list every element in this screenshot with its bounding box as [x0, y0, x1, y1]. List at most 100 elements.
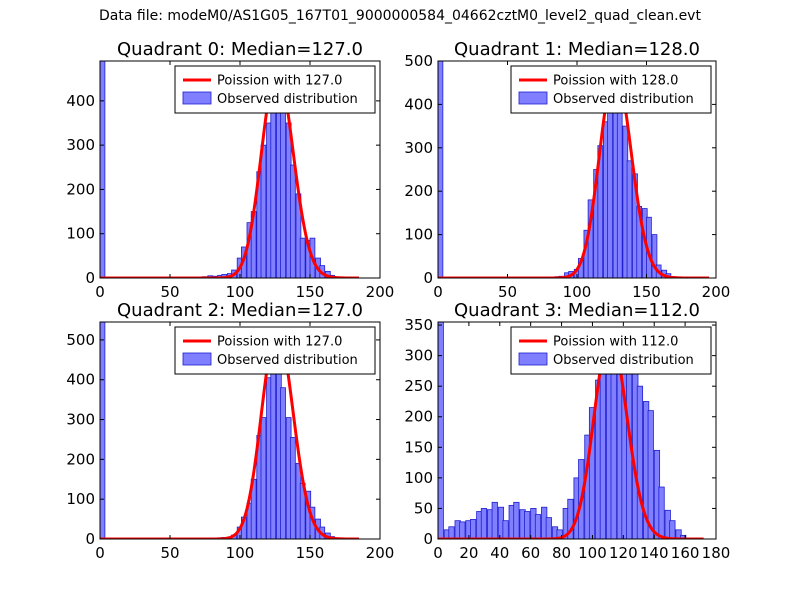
y-tick-label: 500 [404, 52, 433, 70]
histogram-bar [534, 514, 542, 539]
chart-title: Quadrant 1: Median=128.0 [454, 39, 700, 60]
y-tick-label: 0 [423, 269, 433, 287]
legend-label-poisson: Poission with 127.0 [217, 335, 342, 350]
histogram-bar [524, 511, 531, 539]
y-tick-label: 250 [404, 377, 433, 395]
chart-panel-3: 0 20 40 60 80 100 120 140 160 1800501001502002503… [404, 300, 730, 562]
y-tick-label: 100 [404, 226, 433, 244]
y-tick-label: 0 [85, 269, 95, 287]
histogram-bar [545, 517, 552, 539]
histogram-bar [270, 371, 277, 539]
legend-label-poisson: Poission with 128.0 [553, 74, 678, 89]
histogram-bar [513, 501, 520, 539]
legend-box [174, 326, 376, 375]
x-tick-label: 0 [95, 544, 105, 562]
x-tick-label: 150 [296, 283, 325, 301]
y-tick-label: 300 [66, 136, 95, 154]
y-tick-label: 400 [66, 371, 95, 389]
x-tick-label: 0 [433, 283, 443, 301]
histogram-bar [100, 61, 106, 278]
histogram-bar [556, 529, 563, 539]
y-tick-label: 200 [66, 180, 95, 198]
x-tick-label: 200 [366, 283, 395, 301]
histogram-bar [260, 417, 267, 539]
histogram-bar [680, 534, 687, 539]
axes-frame [437, 321, 717, 540]
legend-box [510, 65, 712, 114]
x-tick-label: 100 [226, 283, 255, 301]
x-tick-label: 150 [296, 544, 325, 562]
chart-panel-0: 0 50 100 150 200 0 100 200 300 400 Quadrant 0: Med… [66, 39, 394, 301]
figure-suptitle: Data file: modeM0/AS1G05_167T01_90000005… [99, 8, 701, 24]
chart-title: Quadrant 2: Median=127.0 [117, 300, 363, 321]
y-tick-label: 300 [404, 139, 433, 157]
y-tick-label: 300 [66, 411, 95, 429]
poisson-curve [438, 333, 704, 539]
histogram-bar [636, 385, 644, 539]
x-tick-label: 180 [702, 544, 731, 562]
chart-panel-1: 0 50 100 150 200 0 100 200 300 400 500 Quadrant 1: … [404, 39, 730, 301]
histogram-bar [299, 237, 306, 278]
legend-box [510, 326, 712, 375]
histogram-bars [100, 61, 341, 278]
y-tick-label: 0 [423, 530, 433, 548]
histogram-bar [651, 234, 658, 278]
legend-label-observed: Observed distribution [217, 92, 358, 107]
x-tick-label: 150 [632, 283, 661, 301]
x-tick-label: 200 [366, 544, 395, 562]
histogram-bar [647, 410, 654, 539]
x-tick-label: 100 [563, 283, 592, 301]
x-tick-label: 160 [671, 544, 700, 562]
y-tick-label: 100 [404, 469, 433, 487]
x-tick-label: 140 [640, 544, 669, 562]
legend-box [174, 65, 376, 114]
y-tick-label: 100 [66, 225, 95, 243]
histogram-bar [567, 498, 574, 539]
histogram-bar [491, 501, 498, 539]
y-tick-label: 200 [404, 408, 433, 426]
poisson-curve [438, 69, 710, 278]
histogram-bar [260, 144, 267, 278]
histogram-bar [289, 437, 296, 539]
histogram-bar [480, 508, 488, 539]
x-tick-label: 50 [160, 544, 179, 562]
histogram-bar [280, 387, 286, 539]
chart-title: Quadrant 0: Median=127.0 [117, 39, 363, 60]
histogram-bar [438, 322, 444, 539]
histogram-bar [438, 61, 444, 278]
histogram-bar [626, 160, 633, 278]
legend-label-poisson: Poission with 112.0 [553, 335, 678, 350]
legend-patch-swatch [518, 352, 548, 366]
y-tick-label: 200 [66, 450, 95, 468]
x-tick-label: 20 [459, 544, 478, 562]
x-tick-label: 0 [433, 544, 443, 562]
histogram-bar [270, 109, 277, 278]
histogram-bar [658, 486, 665, 539]
histogram-bar [607, 104, 613, 278]
poisson-curve [100, 328, 360, 539]
x-tick-label: 50 [498, 283, 517, 301]
histogram-bar [100, 322, 106, 539]
legend-label-observed: Observed distribution [553, 92, 694, 107]
legend-label-observed: Observed distribution [553, 353, 694, 368]
y-tick-label: 200 [404, 182, 433, 200]
y-tick-label: 400 [66, 92, 95, 110]
x-tick-label: 200 [702, 283, 731, 301]
histogram-bars [100, 322, 341, 539]
x-tick-label: 120 [609, 544, 638, 562]
y-tick-label: 400 [404, 95, 433, 113]
x-tick-label: 0 [95, 283, 105, 301]
y-tick-label: 300 [404, 347, 433, 365]
y-tick-label: 0 [85, 530, 95, 548]
x-tick-label: 60 [521, 544, 540, 562]
legend-label-poisson: Poission with 127.0 [217, 74, 342, 89]
histogram-bar [448, 526, 455, 539]
x-tick-label: 100 [578, 544, 607, 562]
histogram-bar [459, 521, 466, 539]
histogram-bar [675, 529, 682, 539]
y-tick-label: 350 [404, 316, 433, 334]
y-tick-label: 50 [414, 499, 433, 517]
legend-patch-swatch [182, 352, 212, 366]
legend-label-observed: Observed distribution [217, 353, 358, 368]
